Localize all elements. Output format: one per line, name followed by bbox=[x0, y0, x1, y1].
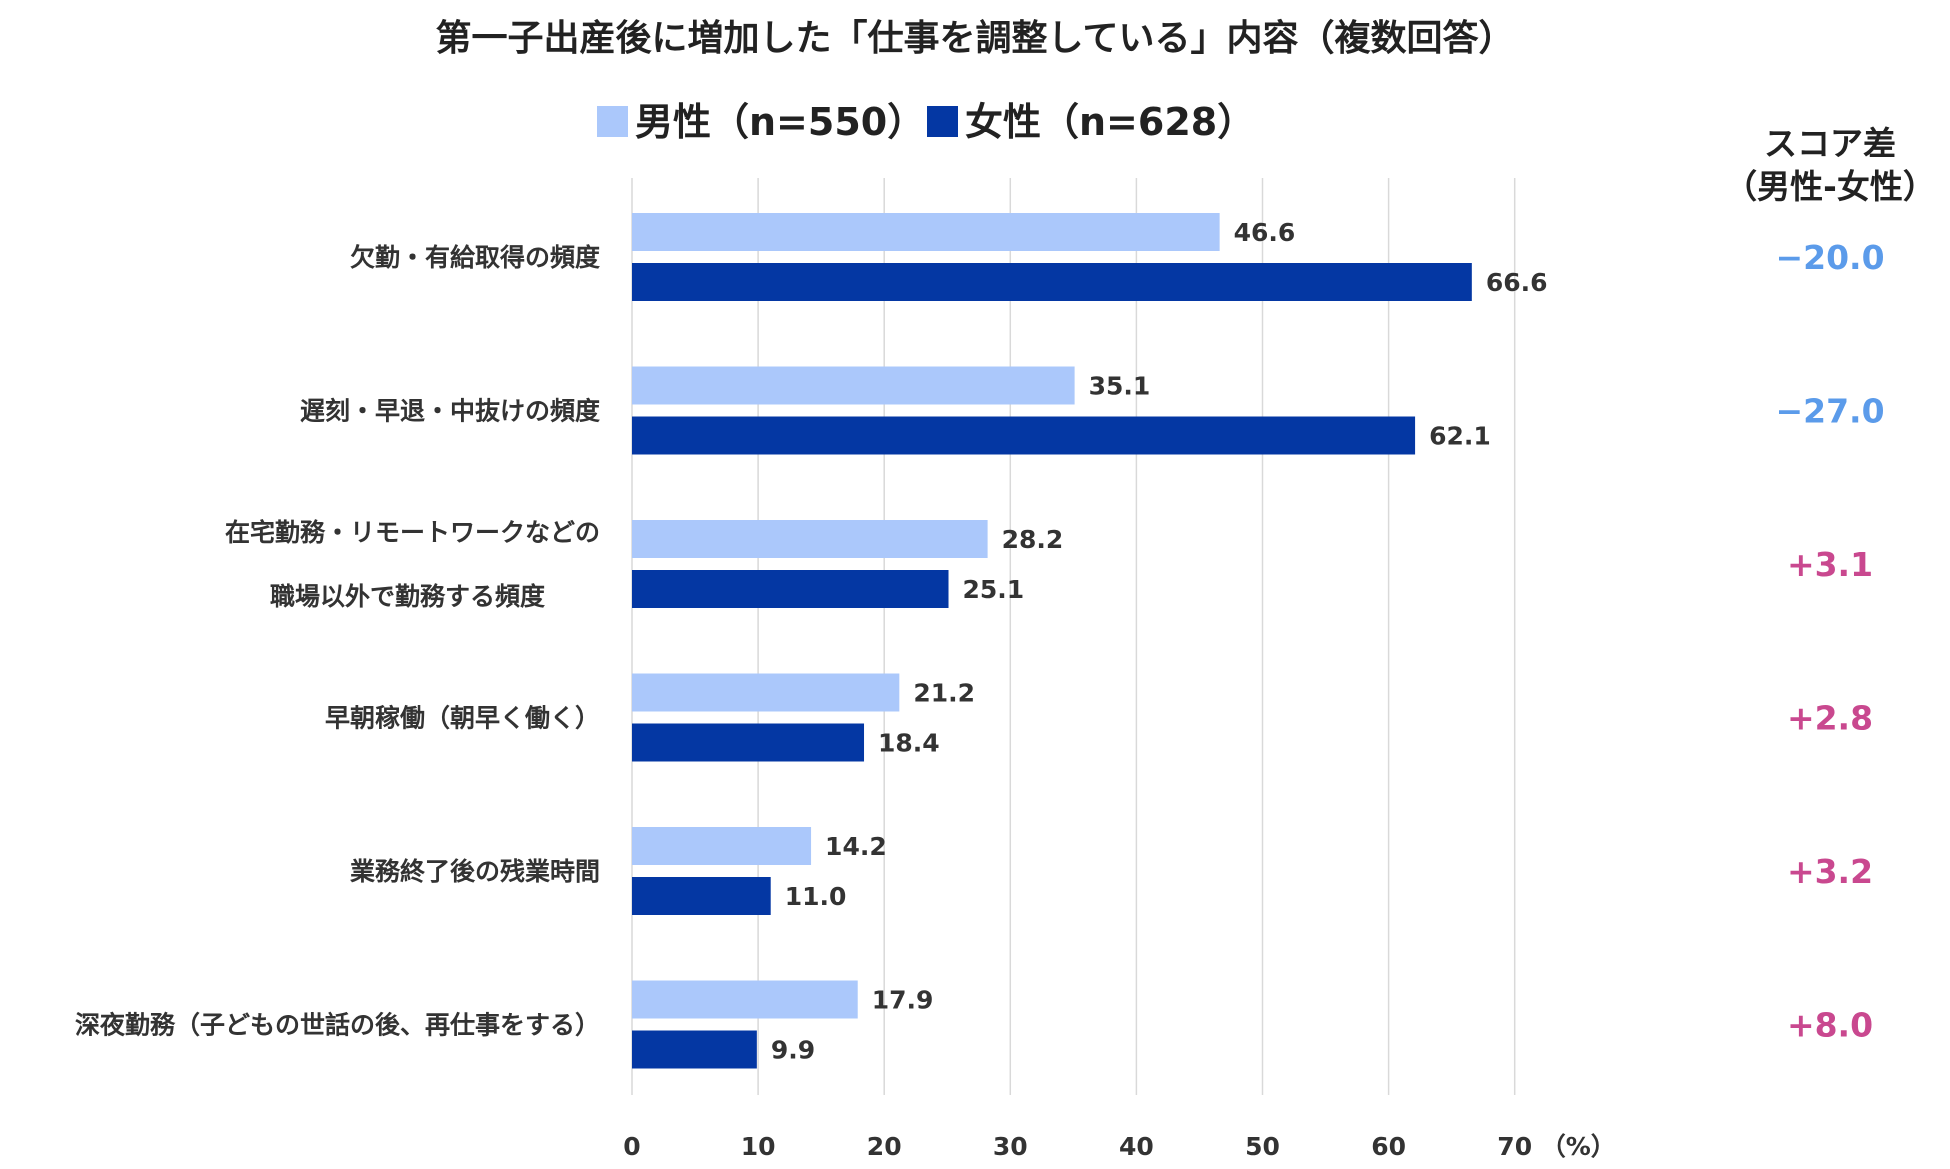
legend-swatch-2 bbox=[927, 106, 958, 137]
score-diff-header: スコア差 bbox=[1764, 124, 1896, 163]
legend-label-2: 女性（n=628） bbox=[965, 100, 1255, 144]
data-label: 11.0 bbox=[785, 882, 847, 911]
bar-female bbox=[632, 570, 949, 608]
data-label: 28.2 bbox=[1002, 525, 1064, 554]
category-label-line-1: 在宅勤務・リモートワークなどの bbox=[225, 518, 600, 547]
bar-male bbox=[632, 213, 1220, 251]
score-diff-value: +8.0 bbox=[1787, 1006, 1873, 1045]
gridlines bbox=[631, 178, 1516, 1095]
data-label: 18.4 bbox=[878, 729, 940, 758]
x-tick-label: 0 bbox=[623, 1132, 640, 1161]
chart-title: 第一子出産後に増加した「仕事を調整している」内容（複数回答） bbox=[436, 18, 1515, 59]
category-label: 欠勤・有給取得の頻度 bbox=[350, 243, 600, 272]
data-label: 14.2 bbox=[825, 832, 887, 861]
bar-female bbox=[632, 723, 865, 762]
data-label: 21.2 bbox=[913, 679, 975, 708]
bar-male bbox=[632, 520, 988, 558]
legend-label-1: 男性（n=550） bbox=[635, 100, 925, 144]
bars: 46.6 66.6 35.1 62.1 28.2 25.1 21.2 18.4 14.2 11.0… bbox=[632, 213, 1548, 1069]
legend-swatch-1 bbox=[597, 106, 628, 137]
bar-male bbox=[632, 827, 812, 865]
category-label: 業務終了後の残業時間 bbox=[350, 857, 600, 886]
category-labels: 欠勤・有給取得の頻度遅刻・早退・中抜けの頻度在宅勤務・リモートワークなどの職場以… bbox=[75, 243, 600, 1040]
score-diff-column: スコア差 （男性-女性） −20.0 −27.0 +3.1 +2.8 +3.2 +8.0 bbox=[1724, 124, 1936, 1045]
data-label: 25.1 bbox=[963, 575, 1025, 604]
category-label-line-2: 職場以外で勤務する頻度 bbox=[270, 582, 545, 611]
data-label: 9.9 bbox=[771, 1036, 815, 1065]
bar-female bbox=[632, 263, 1472, 301]
bar-female bbox=[632, 877, 771, 915]
data-label: 35.1 bbox=[1089, 372, 1151, 401]
score-diff-value: +3.2 bbox=[1787, 852, 1873, 891]
x-tick-label: 20 bbox=[867, 1132, 902, 1161]
data-label: 66.6 bbox=[1486, 268, 1548, 297]
bar-female bbox=[632, 416, 1416, 455]
x-tick-label: 40 bbox=[1119, 1132, 1154, 1161]
x-axis-ticks: 0 10 20 30 40 50 60 70 （%） bbox=[623, 1132, 1615, 1161]
data-label: 17.9 bbox=[872, 986, 934, 1015]
category-label: 早朝稼働（朝早く働く） bbox=[325, 704, 600, 733]
x-tick-label: 60 bbox=[1371, 1132, 1406, 1161]
bar-male bbox=[632, 673, 900, 712]
x-tick-label: 50 bbox=[1245, 1132, 1280, 1161]
legend: 男性（n=550） 女性（n=628） bbox=[597, 100, 1255, 144]
category-label: 遅刻・早退・中抜けの頻度 bbox=[300, 397, 600, 426]
score-diff-value: −27.0 bbox=[1775, 392, 1884, 431]
x-tick-label: 10 bbox=[741, 1132, 776, 1161]
score-diff-value: −20.0 bbox=[1775, 238, 1884, 277]
bar-male bbox=[632, 366, 1075, 405]
x-tick-label: 30 bbox=[993, 1132, 1028, 1161]
bar-male bbox=[632, 980, 858, 1019]
data-label: 46.6 bbox=[1234, 218, 1296, 247]
score-diff-value: +2.8 bbox=[1787, 699, 1873, 738]
category-label: 深夜勤務（子どもの世話の後、再仕事をする） bbox=[75, 1011, 600, 1040]
score-diff-value: +3.1 bbox=[1787, 545, 1873, 584]
data-label: 62.1 bbox=[1429, 422, 1491, 451]
score-diff-subheader: （男性-女性） bbox=[1724, 167, 1936, 206]
bar-female bbox=[632, 1030, 757, 1069]
x-axis-unit: （%） bbox=[1541, 1132, 1616, 1161]
x-tick-label: 70 bbox=[1497, 1132, 1532, 1161]
